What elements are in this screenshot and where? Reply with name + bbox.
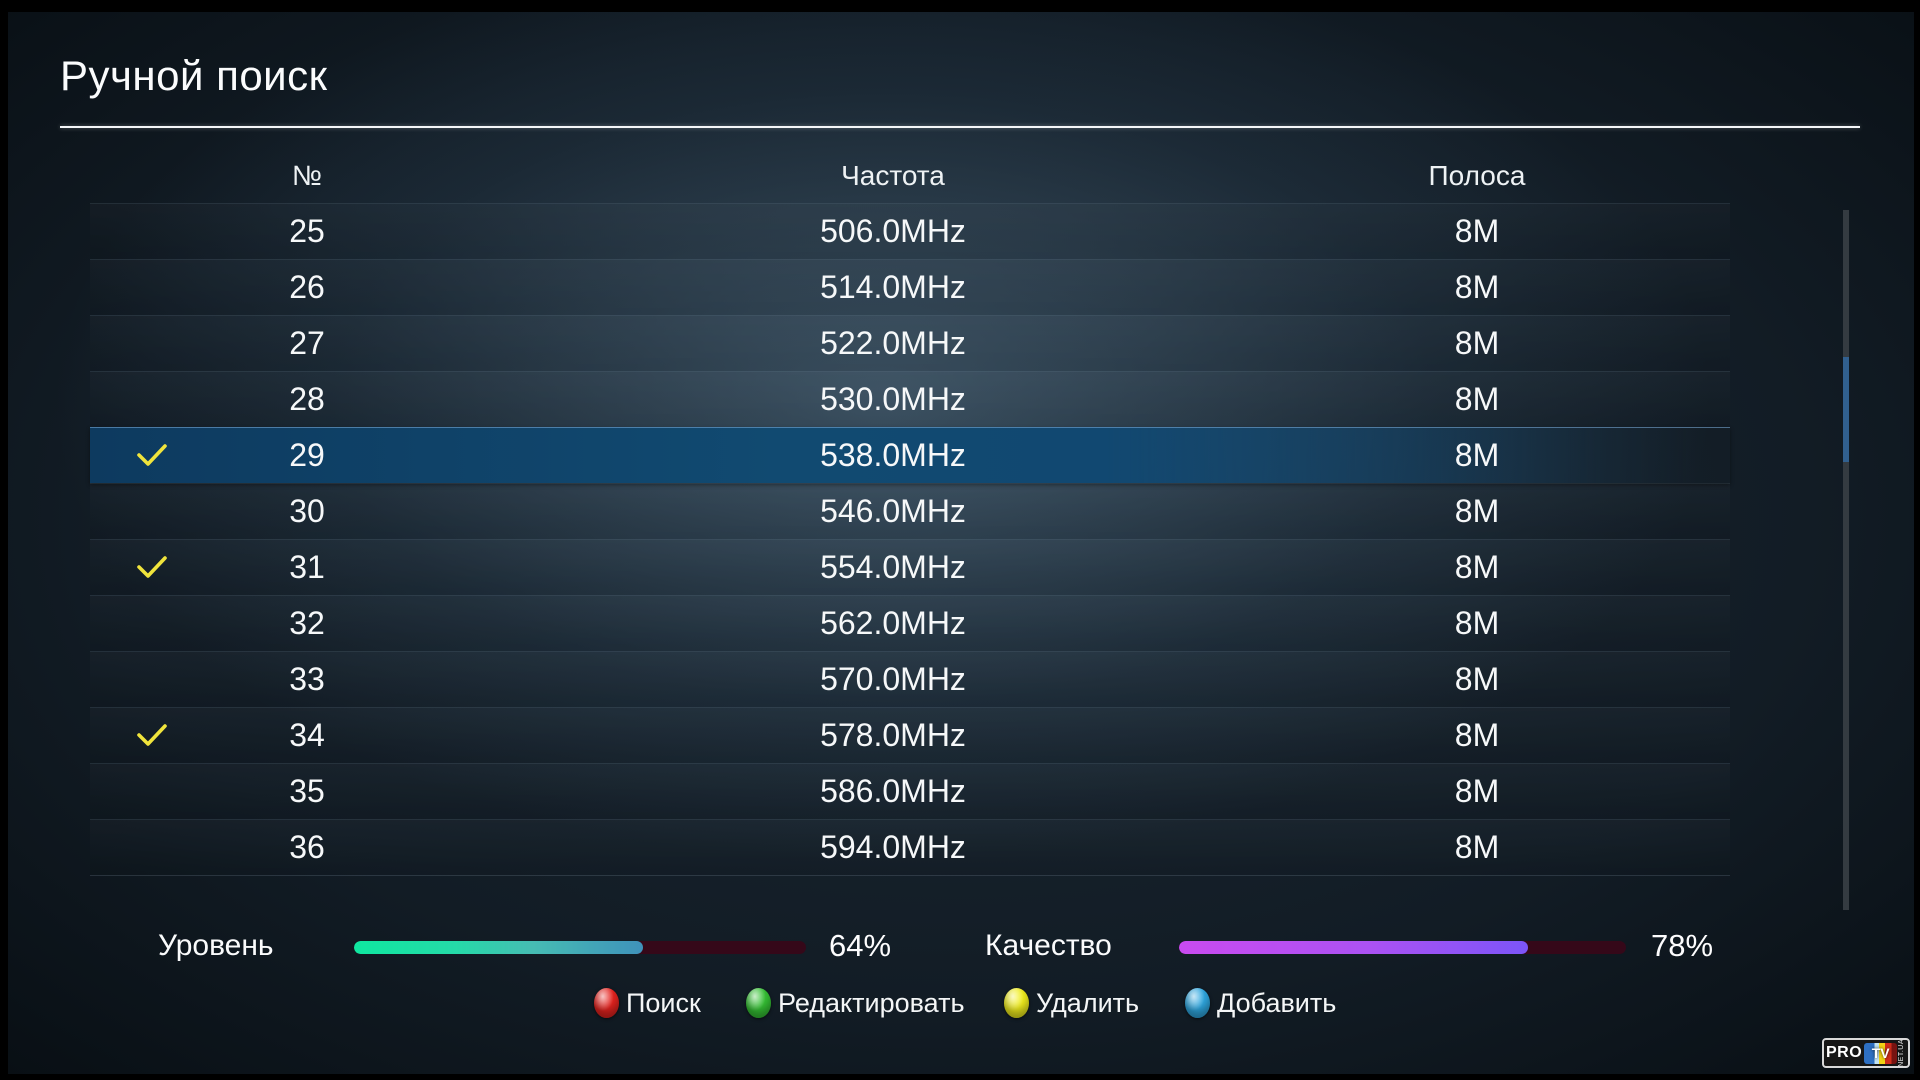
column-header-band: Полоса [1428, 160, 1526, 191]
green-dot-icon [746, 988, 771, 1018]
yellow-dot-icon [1004, 988, 1029, 1018]
check-icon [136, 443, 168, 467]
level-label: Уровень [158, 929, 274, 962]
column-header-frequency: Частота [841, 160, 945, 191]
cell-band: 8M [1454, 773, 1500, 809]
cell-frequency: 514.0MHz [820, 269, 966, 305]
cell-band: 8M [1454, 437, 1500, 473]
cell-frequency: 506.0MHz [820, 213, 966, 249]
quality-bar-fill [1179, 941, 1528, 954]
key-label: Добавить [1217, 987, 1337, 1018]
frame-bottom [0, 1074, 1920, 1080]
cell-frequency: 570.0MHz [820, 661, 966, 697]
quality-percent: 78% [1651, 928, 1714, 963]
logo-netua-text: NET.UA [1898, 1039, 1906, 1067]
check-icon [136, 555, 168, 579]
frame-right [1914, 0, 1920, 1080]
title-divider [60, 126, 1860, 128]
level-percent: 64% [829, 928, 892, 963]
cell-band: 8M [1454, 717, 1500, 753]
table-row[interactable]: 33 570.0MHz 8M [90, 651, 1730, 707]
cell-number: 26 [289, 269, 325, 305]
scrollbar-thumb[interactable] [1843, 357, 1849, 462]
blue-dot-icon [1185, 988, 1210, 1018]
check-icon [136, 723, 168, 747]
protv-logo: PRO TV NET.UA [1822, 1038, 1910, 1068]
yellow-key-button[interactable]: Удалить [1004, 986, 1139, 1020]
frame-left [0, 0, 8, 1080]
table-row[interactable]: 28 530.0MHz 8M [90, 371, 1730, 427]
key-label: Поиск [626, 987, 701, 1018]
cell-number: 27 [289, 325, 325, 361]
table-row-selected[interactable]: 29 538.0MHz 8M [90, 427, 1730, 483]
table-rows: 25 506.0MHz 8M 26 514.0MHz 8M 27 522.0MHz 8M 28 53… [90, 203, 1730, 876]
quality-label: Качество [985, 929, 1112, 962]
cell-band: 8M [1454, 325, 1500, 361]
cell-number: 33 [289, 661, 325, 697]
cell-frequency: 530.0MHz [820, 381, 966, 417]
red-dot-icon [594, 988, 619, 1018]
cell-number: 30 [289, 493, 325, 529]
scrollbar-track[interactable] [1843, 210, 1849, 910]
cell-frequency: 594.0MHz [820, 829, 966, 865]
page-title: Ручной поиск [60, 52, 328, 99]
key-label: Удалить [1036, 987, 1140, 1018]
level-bar-fill [354, 941, 644, 954]
table-header: № Частота Полоса [90, 148, 1730, 203]
tv-icon: TV [1864, 1042, 1898, 1064]
cell-frequency: 586.0MHz [820, 773, 966, 809]
table-row[interactable]: 27 522.0MHz 8M [90, 315, 1730, 371]
cell-frequency: 522.0MHz [820, 325, 966, 361]
cell-band: 8M [1454, 829, 1500, 865]
table-row[interactable]: 32 562.0MHz 8M [90, 595, 1730, 651]
cell-frequency: 554.0MHz [820, 549, 966, 585]
cell-frequency: 538.0MHz [820, 437, 966, 473]
cell-band: 8M [1454, 605, 1500, 641]
column-header-number: № [291, 160, 323, 191]
cell-band: 8M [1454, 549, 1500, 585]
table-row[interactable]: 35 586.0MHz 8M [90, 763, 1730, 819]
cell-number: 36 [289, 829, 325, 865]
cell-number: 29 [289, 437, 325, 473]
cell-frequency: 578.0MHz [820, 717, 966, 753]
table-row[interactable]: 31 554.0MHz 8M [90, 539, 1730, 595]
cell-number: 31 [289, 549, 325, 585]
cell-number: 35 [289, 773, 325, 809]
table-row[interactable]: 34 578.0MHz 8M [90, 707, 1730, 763]
blue-key-button[interactable]: Добавить [1185, 986, 1336, 1020]
cell-band: 8M [1454, 381, 1500, 417]
red-key-button[interactable]: Поиск [594, 986, 701, 1020]
cell-frequency: 546.0MHz [820, 493, 966, 529]
cell-band: 8M [1454, 213, 1500, 249]
table-row[interactable]: 36 594.0MHz 8M [90, 819, 1730, 876]
cell-frequency: 562.0MHz [820, 605, 966, 641]
channel-table: № Частота Полоса 25 506.0MHz 8M 26 514.0MHz 8… [90, 148, 1730, 876]
key-label: Редактировать [778, 987, 965, 1018]
cell-band: 8M [1454, 269, 1500, 305]
cell-number: 28 [289, 381, 325, 417]
cell-number: 32 [289, 605, 325, 641]
green-key-button[interactable]: Редактировать [746, 986, 965, 1020]
logo-pro-text: PRO [1826, 1044, 1863, 1061]
frame-top [0, 0, 1920, 12]
cell-band: 8M [1454, 493, 1500, 529]
table-row[interactable]: 30 546.0MHz 8M [90, 483, 1730, 539]
table-row[interactable]: 26 514.0MHz 8M [90, 259, 1730, 315]
cell-number: 25 [289, 213, 325, 249]
cell-band: 8M [1454, 661, 1500, 697]
level-bar [354, 941, 806, 954]
table-row[interactable]: 25 506.0MHz 8M [90, 203, 1730, 259]
quality-bar [1179, 941, 1626, 954]
cell-number: 34 [289, 717, 325, 753]
